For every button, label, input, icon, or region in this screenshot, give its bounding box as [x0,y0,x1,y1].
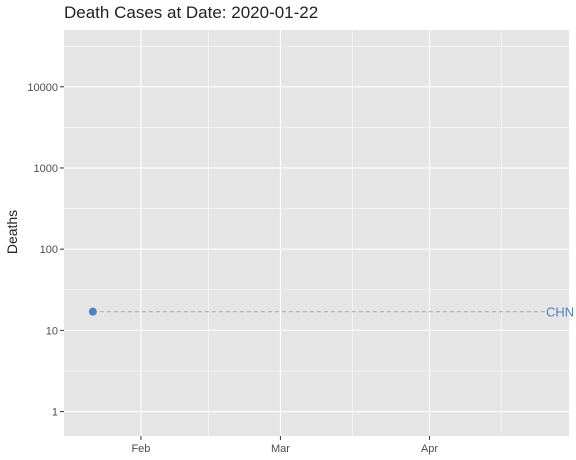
series-label: CHN [546,305,574,320]
series-labels: CHN [546,305,574,320]
y-tick-label: 1000 [34,163,58,175]
chart-title: Death Cases at Date: 2020-01-22 [64,3,319,22]
y-axis: 1 10 100 1000 10000 [27,82,64,419]
data-point [88,307,97,316]
x-tick-label: Mar [271,443,290,455]
plot-panel [64,30,569,436]
x-tick-label: Apr [421,443,438,455]
y-tick-label: 10000 [27,82,58,94]
x-axis: Feb Mar Apr [131,436,438,455]
major-gridlines [64,30,569,436]
y-tick-label: 10 [46,325,58,337]
x-tick-label: Feb [131,443,150,455]
minor-gridlines [64,30,569,436]
data-points [88,307,97,316]
y-tick-label: 100 [40,244,58,256]
y-axis-title: Deaths [4,210,20,254]
y-tick-label: 1 [52,407,58,419]
